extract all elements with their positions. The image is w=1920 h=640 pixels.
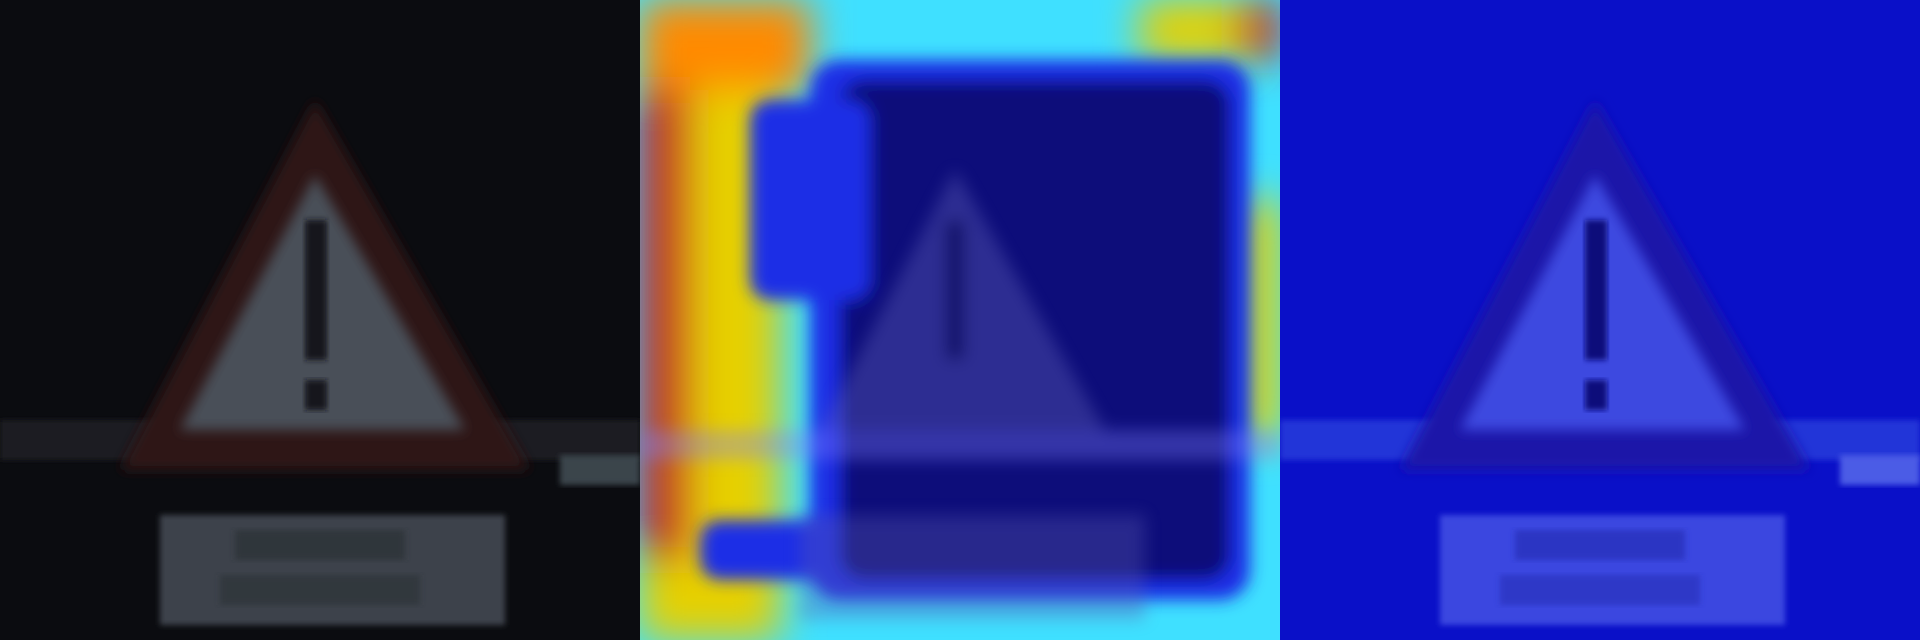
overlay-image (1280, 0, 1920, 640)
exclamation-icon (305, 220, 327, 410)
panel-original (0, 0, 640, 640)
heatmap-image (640, 0, 1280, 640)
sign-plate (1440, 515, 1785, 625)
exclamation-icon (1585, 220, 1607, 410)
panel-overlay (1280, 0, 1920, 640)
panel-heatmap (640, 0, 1280, 640)
sign-plate (160, 515, 505, 625)
original-image (0, 0, 640, 640)
